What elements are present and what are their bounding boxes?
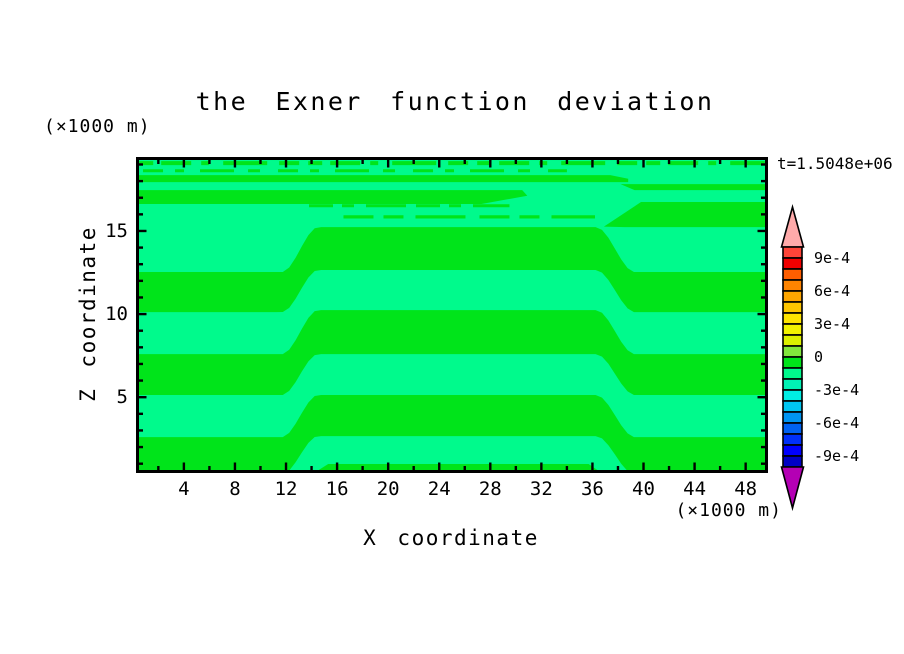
colorbar-segment	[782, 422, 803, 435]
positive-deviation-band	[136, 395, 768, 475]
y-tick-label: 15	[105, 219, 128, 242]
x-tick-label: 16	[325, 478, 349, 500]
colorbar-segment	[782, 411, 803, 424]
colorbar-segment	[782, 389, 803, 402]
y-axis-unit-label: (×1000 m)	[44, 116, 151, 137]
timestamp-label: t=1.5048e+06	[777, 154, 893, 173]
y-tick-label: 10	[105, 303, 128, 326]
colorbar-segment	[782, 345, 803, 358]
positive-deviation-band	[136, 227, 768, 313]
colorbar-segment	[782, 455, 803, 468]
x-tick-label: 32	[529, 478, 553, 500]
positive-deviation-patch	[136, 190, 528, 204]
x-tick-label: 40	[632, 478, 655, 500]
z-axis-title: Z coordinate	[76, 226, 100, 402]
x-tick-label: 48	[734, 478, 758, 500]
colorbar-segment	[782, 444, 803, 457]
colorbar-segment	[782, 301, 803, 314]
contour-plot-area	[136, 157, 768, 475]
colorbar-arrow-up	[780, 203, 805, 248]
colorbar-segment	[782, 367, 803, 380]
x-tick-label: 28	[478, 478, 502, 500]
colorbar-arrow-down	[780, 466, 805, 512]
x-tick-label: 8	[229, 478, 241, 500]
x-tick-label: 24	[427, 478, 451, 500]
colorbar-svg	[780, 203, 805, 512]
positive-deviation-patch	[136, 175, 629, 183]
colorbar-segment	[782, 378, 803, 391]
colorbar-segment	[782, 279, 803, 292]
colorbar: 9e-4 6e-4 3e-4 0 -3e-4 -6e-4 -9e-4	[780, 203, 904, 515]
colorbar-label: 9e-4	[814, 249, 851, 267]
colorbar-label: 6e-4	[814, 282, 851, 300]
colorbar-segment	[782, 433, 803, 446]
contour-plot-svg	[136, 157, 768, 475]
colorbar-label: -6e-4	[814, 414, 860, 432]
colorbar-label: 0	[814, 348, 824, 366]
y-tick-label: 5	[116, 386, 128, 409]
x-tick-label: 44	[683, 478, 707, 500]
positive-deviation-band	[136, 310, 768, 395]
colorbar-label: 3e-4	[814, 315, 851, 333]
x-axis-title: X coordinate	[363, 526, 539, 550]
colorbar-segment	[782, 334, 803, 347]
colorbar-segment	[782, 246, 803, 259]
colorbar-segment	[782, 312, 803, 325]
positive-deviation-patch	[620, 184, 768, 191]
x-tick-label: 20	[376, 478, 400, 500]
colorbar-segment	[782, 257, 803, 270]
colorbar-label: -9e-4	[814, 447, 860, 465]
colorbar-segment	[782, 356, 803, 369]
x-tick-label: 4	[178, 478, 190, 500]
plot-title: the Exner function deviation	[195, 87, 715, 116]
colorbar-segment	[782, 323, 803, 336]
colorbar-label: -3e-4	[814, 381, 860, 399]
colorbar-segment	[782, 290, 803, 303]
x-axis-unit-label: (×1000 m)	[675, 500, 782, 521]
colorbar-segment	[782, 268, 803, 281]
positive-deviation-patch	[603, 202, 768, 228]
x-tick-label: 12	[274, 478, 298, 500]
x-tick-label: 36	[580, 478, 604, 500]
colorbar-segment	[782, 400, 803, 413]
